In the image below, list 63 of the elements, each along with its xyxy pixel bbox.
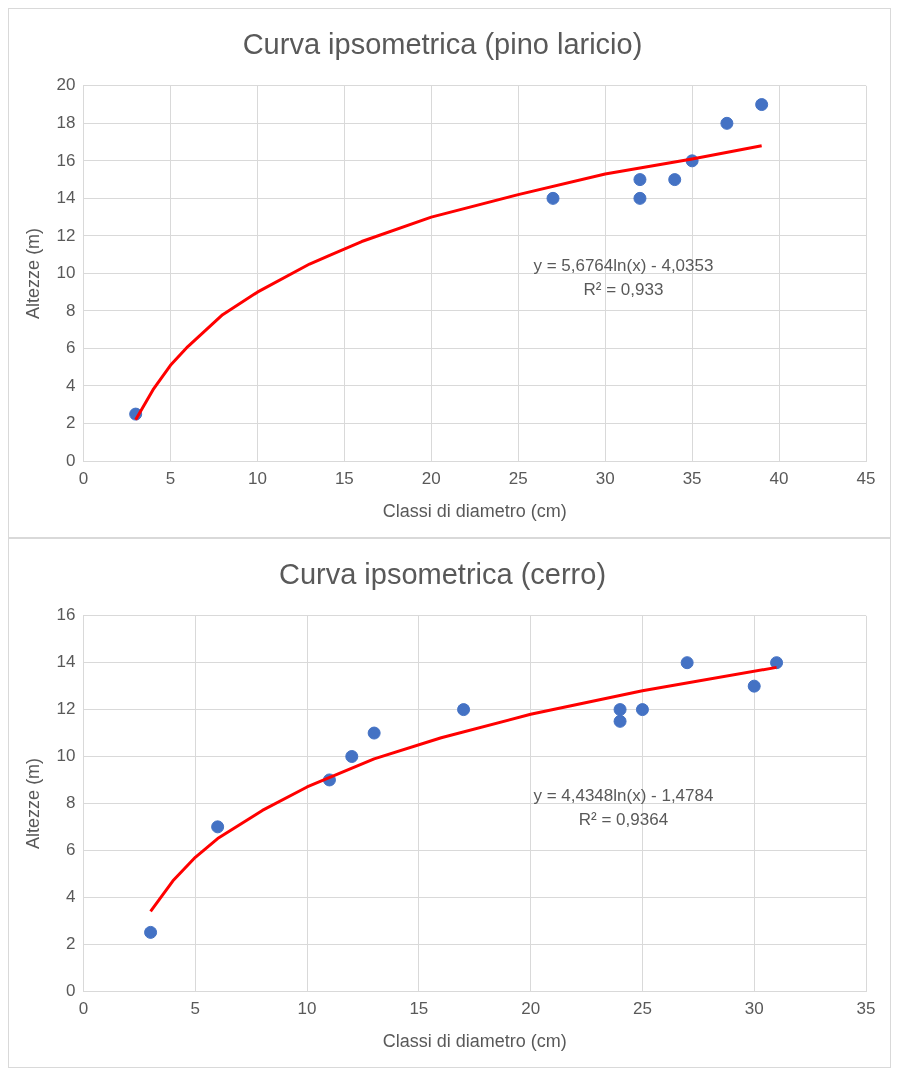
y-axis-title: Altezze (m)	[22, 227, 43, 319]
point	[720, 116, 734, 130]
y-tick-label: 14	[56, 188, 76, 208]
point	[457, 703, 471, 717]
y-tick-label: 12	[56, 225, 76, 245]
annotation: R² = 0,9364	[578, 809, 669, 829]
x-tick-label: 35	[856, 998, 876, 1018]
x-axis-title: Classi di diametro (cm)	[382, 501, 567, 522]
point	[144, 925, 158, 939]
y-tick-label: 16	[56, 605, 76, 625]
y-tick-label: 4	[66, 375, 76, 395]
point	[367, 726, 381, 740]
x-tick-label: 20	[521, 998, 541, 1018]
x-tick-label: 35	[682, 468, 702, 488]
y-tick-label: 6	[66, 338, 76, 358]
point	[747, 679, 761, 693]
point	[770, 656, 784, 670]
y-tick-label: 10	[56, 746, 76, 766]
y-tick-label: 10	[56, 263, 76, 283]
point	[755, 98, 769, 112]
y-axis-title: Altezze (m)	[22, 757, 43, 849]
annotation: y = 4,4348ln(x) - 1,4784	[533, 785, 714, 805]
y-tick-label: 4	[66, 886, 76, 906]
point	[680, 656, 694, 670]
x-tick-label: 25	[508, 468, 528, 488]
y-tick-label: 14	[56, 652, 76, 672]
y-tick-label: 16	[56, 150, 76, 170]
point	[613, 703, 627, 717]
x-tick-label: 30	[744, 998, 764, 1018]
y-tick-label: 2	[66, 933, 76, 953]
y-tick-label: 8	[66, 300, 76, 320]
x-tick-label: 30	[595, 468, 615, 488]
x-tick-label: 5	[190, 998, 201, 1018]
x-tick-label: 45	[856, 468, 876, 488]
point	[211, 820, 225, 834]
point	[613, 714, 627, 728]
y-tick-label: 20	[56, 75, 76, 95]
x-axis-title: Classi di diametro (cm)	[382, 1031, 567, 1052]
point	[635, 703, 649, 717]
y-tick-label: 18	[56, 113, 76, 133]
x-tick-label: 5	[165, 468, 176, 488]
annotation: y = 5,6764ln(x) - 4,0353	[533, 255, 714, 275]
chart-title: Curva ipsometrica (pino laricio)	[242, 28, 643, 61]
x-tick-label: 40	[769, 468, 789, 488]
annotation: R² = 0,933	[583, 279, 664, 299]
point	[633, 191, 647, 205]
x-tick-label: 15	[334, 468, 354, 488]
x-tick-label: 10	[297, 998, 317, 1018]
y-tick-label: 0	[66, 450, 76, 470]
y-tick-label: 8	[66, 793, 76, 813]
point	[546, 191, 560, 205]
y-tick-label: 12	[56, 699, 76, 719]
x-tick-label: 20	[421, 468, 441, 488]
y-tick-label: 2	[66, 413, 76, 433]
point	[633, 173, 647, 187]
x-tick-label: 25	[632, 998, 652, 1018]
y-tick-label: 6	[66, 839, 76, 859]
x-tick-label: 10	[247, 468, 267, 488]
chart-title: Curva ipsometrica (cerro)	[278, 558, 607, 591]
point	[345, 750, 359, 763]
y-tick-label: 0	[66, 980, 76, 1000]
point	[668, 173, 682, 187]
x-tick-label: 15	[409, 998, 429, 1018]
